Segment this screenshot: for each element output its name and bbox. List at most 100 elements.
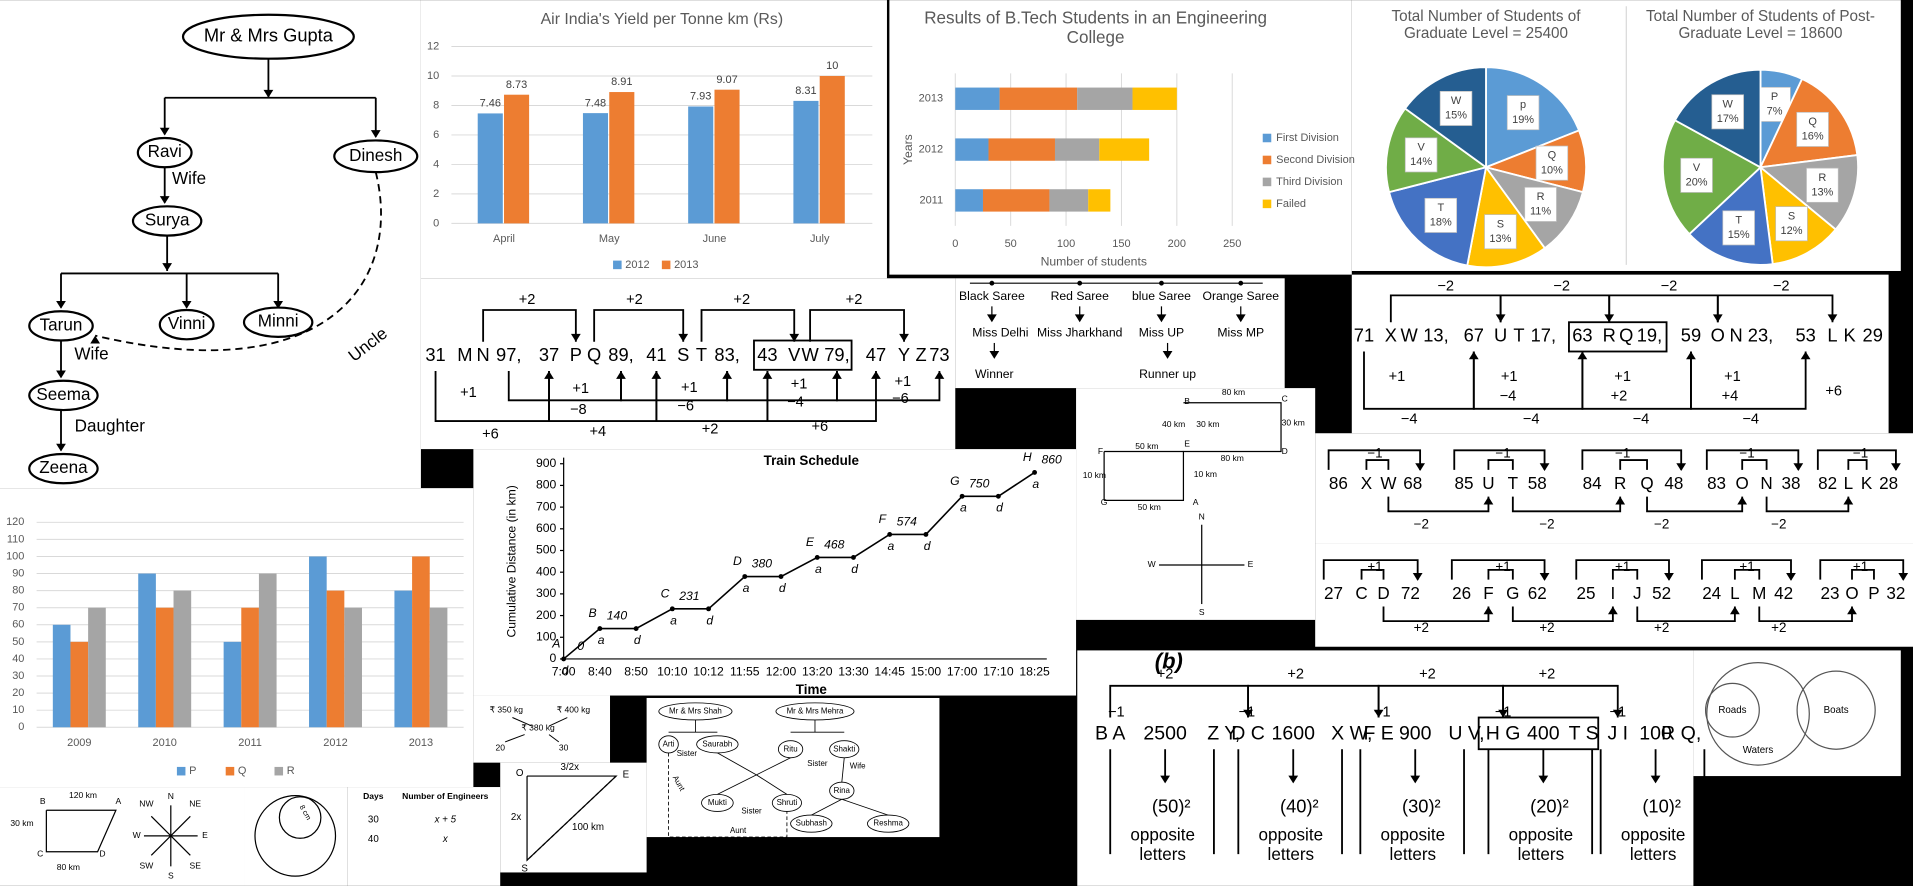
x-tick-label: 2011 — [238, 737, 262, 749]
series-token: Q — [1619, 325, 1633, 346]
slice-value: 13% — [1489, 233, 1511, 245]
series-operation: −1 — [1739, 446, 1754, 461]
series-token: 17, — [1531, 325, 1556, 346]
panel — [500, 762, 647, 873]
data-label: 7.93 — [690, 91, 711, 103]
panel — [347, 787, 501, 886]
series-token: 71 — [1354, 325, 1374, 346]
note: opposite letters — [1130, 825, 1195, 864]
family-label: Mukti — [708, 798, 727, 807]
venn-label: Waters — [1743, 745, 1774, 756]
bracket — [1701, 559, 1792, 580]
series-token: P — [1868, 584, 1879, 603]
legend-swatch — [1262, 133, 1272, 143]
person-name: Seema — [36, 385, 91, 404]
arrowhead — [1847, 606, 1857, 615]
panel — [1077, 650, 1694, 886]
table-cell: x + 5 — [434, 815, 457, 826]
label-box — [1680, 157, 1713, 193]
panel — [1076, 388, 1316, 620]
bar — [793, 100, 819, 224]
triangle-label: O — [516, 768, 524, 779]
bar-segment — [1077, 87, 1133, 110]
y-tick-label: 90 — [12, 567, 24, 579]
direction-label: S — [1199, 607, 1205, 617]
slice-value: 16% — [1802, 131, 1824, 143]
point — [923, 532, 929, 537]
person-node — [28, 379, 99, 412]
bar — [609, 92, 635, 224]
slice-label: W — [1451, 95, 1462, 107]
point-tag: d — [996, 501, 1004, 515]
arrowhead — [789, 333, 800, 342]
legend-label: 2013 — [674, 259, 698, 271]
point-label: C — [661, 586, 670, 600]
point — [561, 656, 567, 662]
series-token: I — [1610, 584, 1615, 603]
connector — [504, 734, 525, 743]
venn-circle — [1706, 661, 1810, 766]
family-label: Sister — [741, 807, 762, 816]
inner-circle — [278, 796, 322, 839]
frame — [753, 339, 853, 371]
slice-value: 19% — [1512, 114, 1534, 126]
contestant-label: Miss MP — [1217, 325, 1264, 339]
direction-label: 80 km — [1222, 387, 1245, 397]
outer-circle — [254, 794, 337, 877]
y-tick-label: 10 — [427, 70, 439, 82]
connector — [548, 734, 560, 743]
point-tag: d — [779, 581, 787, 595]
point-label: G — [950, 474, 959, 488]
person-node — [158, 308, 215, 341]
person-node — [181, 13, 355, 60]
direction-label: 10 km — [1083, 470, 1106, 480]
y-tick-label: 2011 — [919, 194, 943, 206]
bar-segment — [1088, 189, 1111, 212]
y-tick-label: 300 — [536, 586, 557, 600]
series-operation: −4 — [1500, 389, 1517, 405]
label-box — [1439, 90, 1473, 126]
compass-label: D — [99, 848, 105, 858]
point — [995, 493, 1001, 499]
y-tick-label: 0 — [550, 651, 557, 665]
bar-segment — [955, 138, 989, 161]
family-label: Saurabh — [702, 739, 732, 748]
data-label: 574 — [897, 514, 918, 528]
series-token: 1600 — [1272, 723, 1316, 745]
series-token: 42 — [1774, 584, 1793, 603]
square-term: (50)² — [1152, 796, 1191, 817]
bracket — [1705, 449, 1800, 470]
series-operation: −2 — [1773, 279, 1790, 295]
data-label: 468 — [824, 537, 845, 551]
slice-value: 10% — [1541, 164, 1563, 176]
series-token: 67 — [1464, 325, 1484, 346]
series-token: U — [1494, 325, 1507, 346]
series-operation: +2 — [1539, 620, 1554, 635]
series-token: 19, — [1637, 325, 1662, 346]
legend-label: Q — [238, 765, 247, 777]
y-tick-label: 40 — [12, 653, 24, 665]
square-term: (40)² — [1280, 796, 1319, 817]
series-token: Q — [587, 344, 601, 365]
family-label: Mr & Mrs Shah — [669, 706, 722, 715]
x-tick-label: 13:20 — [802, 665, 833, 679]
series-operation: +2 — [1654, 620, 1669, 635]
direction-label: 50 km — [1135, 441, 1158, 451]
person-node — [131, 205, 203, 237]
series-token: X — [1361, 474, 1373, 493]
series-operation: −1 — [1615, 446, 1630, 461]
series-token: 27 — [1324, 584, 1343, 603]
series-operation: +1 — [1614, 369, 1631, 385]
series-operation: +1 — [1739, 559, 1754, 574]
slice-label: W — [1723, 98, 1734, 110]
arrowhead — [56, 443, 66, 452]
x-tick-label: 13:30 — [838, 665, 869, 679]
series-token: V — [788, 344, 801, 365]
marker — [1238, 280, 1244, 286]
bar — [223, 641, 242, 728]
arrowhead — [56, 300, 66, 309]
x-tick-label: 18:25 — [1019, 665, 1050, 679]
series-token: N — [477, 344, 490, 365]
series-operation: −4 — [787, 395, 804, 411]
